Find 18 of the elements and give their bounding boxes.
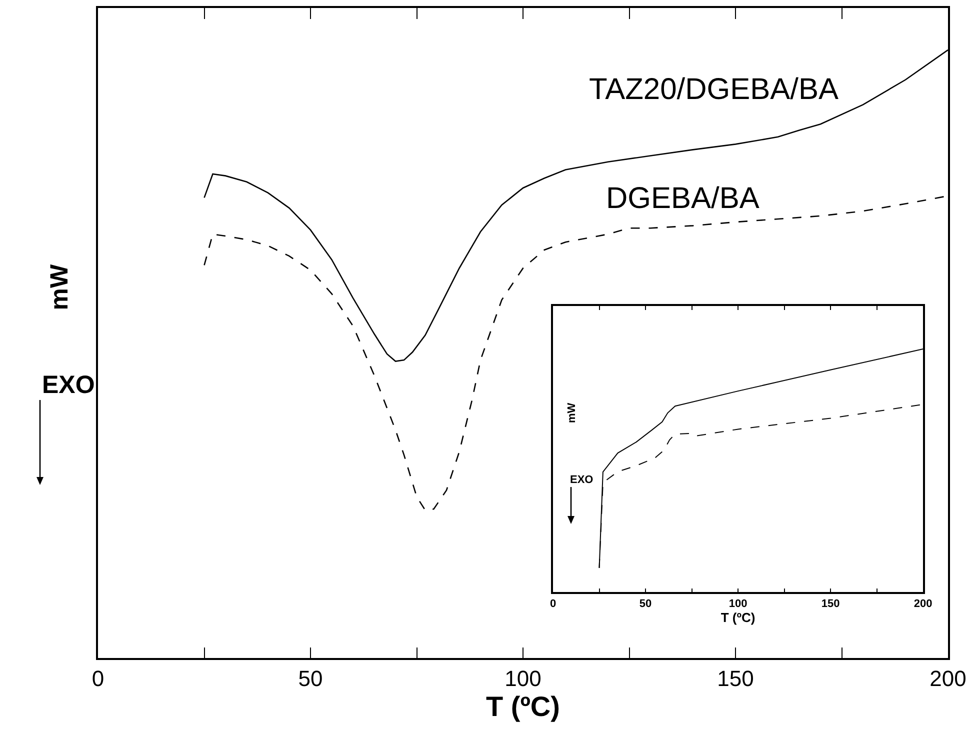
x-tick-label: 200 [930,666,966,692]
series-label: TAZ20/DGEBA/BA [589,73,839,106]
x-axis-title: T (ºC) [720,610,756,626]
series-label: DGEBA/BA [606,182,760,215]
x-axis-title: T (ºC) [486,691,560,722]
x-tick-label: 50 [639,598,652,610]
y-axis-title: mW [566,402,578,423]
annotation: EXO [570,474,594,486]
x-tick-label: 50 [298,666,323,692]
text: EXO [42,371,95,399]
x-tick-label: 150 [821,598,840,610]
x-tick-label: 100 [728,598,748,610]
y-axis-title: mW [45,264,74,310]
x-tick-label: 0 [92,666,104,692]
x-tick-label: 150 [717,666,754,692]
x-tick-label: 200 [914,598,932,610]
x-tick-label: 100 [504,666,542,692]
x-tick-label: 0 [550,598,556,610]
